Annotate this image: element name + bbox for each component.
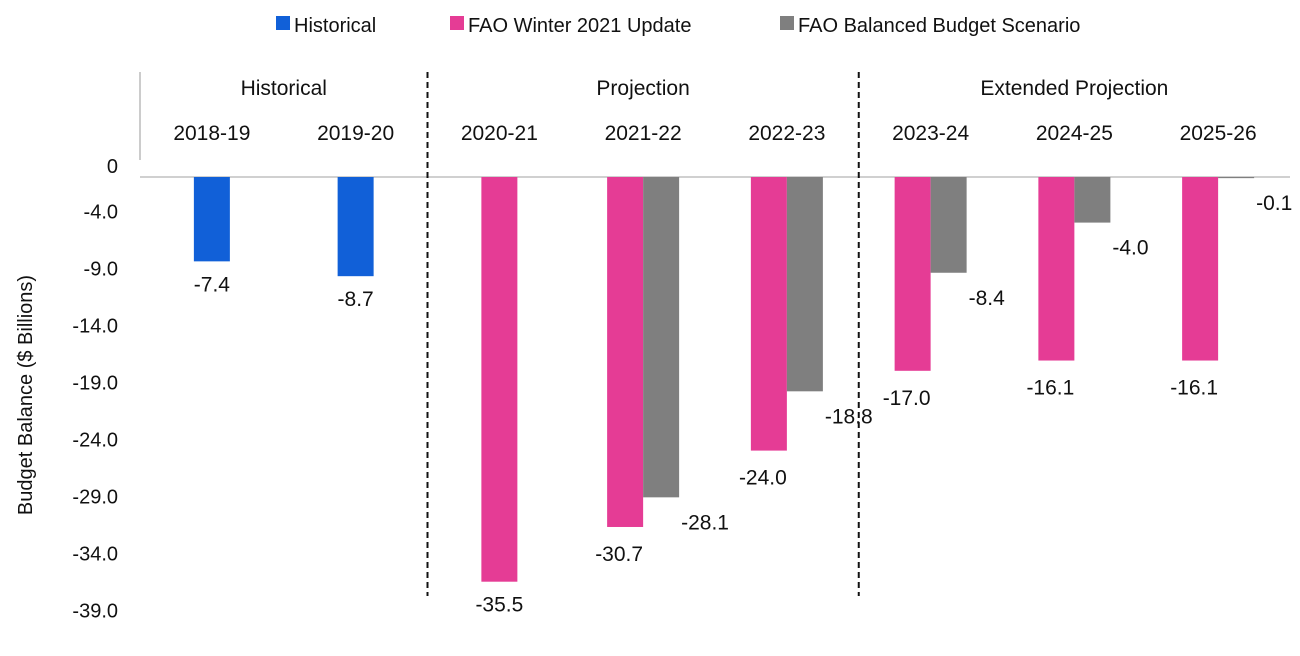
- legend: Historical FAO Winter 2021 Update FAO Bala…: [276, 15, 1080, 37]
- data-label: -16.1: [1026, 377, 1074, 400]
- category-label: 2018-19: [173, 122, 250, 145]
- bar: [894, 177, 931, 371]
- data-label: -7.4: [194, 273, 231, 296]
- data-label: -0.1: [1256, 192, 1292, 215]
- data-label: -18.8: [825, 405, 873, 428]
- y-tick-label: -4.0: [84, 202, 118, 224]
- bar: [930, 177, 967, 273]
- legend-label: FAO Balanced Budget Scenario: [798, 15, 1080, 37]
- legend-swatch: [780, 16, 794, 30]
- bar: [337, 177, 374, 277]
- category-label: 2021-22: [605, 122, 682, 145]
- legend-label: FAO Winter 2021 Update: [468, 15, 691, 37]
- y-tick-label: -24.0: [72, 430, 118, 452]
- data-label: -4.0: [1112, 237, 1148, 260]
- y-axis-ticks: 0 -4.0 -9.0 -14.0 -19.0 -24.0 -29.0 -34.0 -39.0: [72, 156, 118, 623]
- data-label: -35.5: [475, 594, 523, 617]
- x-axis-categories: 2018-19 2019-20 2020-21 2021-22 2022-23 2023-…: [173, 122, 1256, 145]
- category-label: 2025-26: [1180, 122, 1257, 145]
- legend-swatch: [450, 16, 464, 30]
- bar: [607, 177, 644, 527]
- section-headers: Historical Projection Extended Projection: [241, 77, 1169, 100]
- category-label: 2024-25: [1036, 122, 1113, 145]
- data-label: -8.4: [969, 287, 1006, 310]
- data-label: -16.1: [1170, 377, 1218, 400]
- bar: [481, 177, 518, 582]
- bar: [786, 177, 823, 392]
- category-label: 2022-23: [748, 122, 825, 145]
- bar: [750, 177, 787, 451]
- bar: [1182, 177, 1219, 361]
- data-label: -24.0: [739, 467, 787, 490]
- data-labels: -7.4 -8.7 -35.5 -30.7 -28.1 -24.0 -18.8 -17.0 -8…: [194, 192, 1293, 617]
- section-label: Projection: [596, 77, 689, 100]
- category-label: 2020-21: [461, 122, 538, 145]
- bar: [1218, 177, 1255, 179]
- section-label: Historical: [241, 77, 327, 100]
- y-tick-label: -19.0: [72, 373, 118, 395]
- data-label: -30.7: [595, 543, 643, 566]
- legend-label: Historical: [294, 15, 376, 37]
- y-tick-label: -9.0: [84, 259, 118, 281]
- data-label: -17.0: [883, 387, 931, 410]
- bars: [193, 177, 1255, 582]
- data-label: -8.7: [338, 288, 374, 311]
- y-tick-label: -29.0: [72, 487, 118, 509]
- bar: [643, 177, 680, 498]
- y-tick-label: -14.0: [72, 316, 118, 338]
- y-axis-label: Budget Balance ($ Billions): [15, 275, 37, 515]
- bar: [1038, 177, 1075, 361]
- y-tick-label: 0: [107, 156, 118, 178]
- bar: [193, 177, 230, 262]
- category-label: 2019-20: [317, 122, 394, 145]
- y-tick-label: -34.0: [72, 544, 118, 566]
- legend-swatch: [276, 16, 290, 30]
- y-tick-label: -39.0: [72, 601, 118, 623]
- category-label: 2023-24: [892, 122, 969, 145]
- section-label: Extended Projection: [980, 77, 1168, 100]
- bar: [1074, 177, 1111, 223]
- data-label: -28.1: [681, 511, 729, 534]
